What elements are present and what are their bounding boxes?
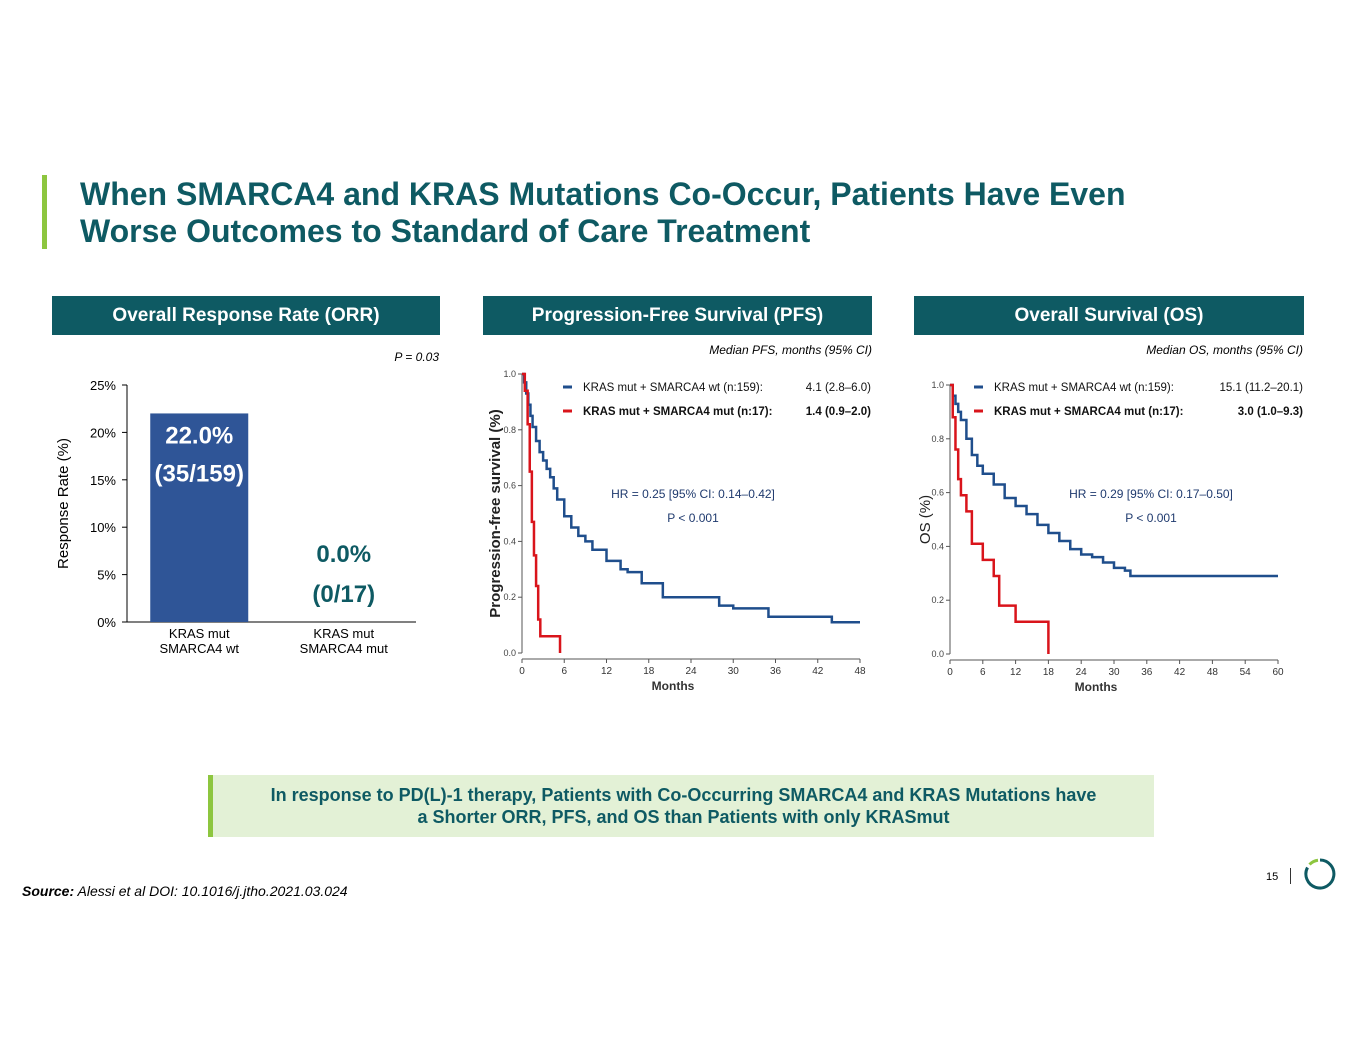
- p-value-annotation: P < 0.001: [1125, 511, 1177, 525]
- os-header: Overall Survival (OS): [914, 296, 1304, 335]
- y-tick-label: 15%: [90, 473, 116, 488]
- y-tick-label: 0.0: [503, 648, 516, 658]
- x-tick-label: 12: [1010, 667, 1022, 678]
- legend-label: KRAS mut + SMARCA4 mut (n:17):: [583, 406, 772, 418]
- x-category-label: SMARCA4 mut: [300, 641, 389, 656]
- page-separator: [1290, 868, 1291, 884]
- y-axis-title: Response Rate (%): [55, 438, 72, 569]
- y-tick-label: 0.6: [503, 481, 516, 491]
- y-tick-label: 25%: [90, 378, 116, 393]
- orr-bar-chart: 0% 5% 10% 15% 20% 25% Response Rate (%) KRAS mu…: [55, 378, 416, 656]
- x-category-label: SMARCA4 wt: [160, 641, 240, 656]
- km-curve-wt: [950, 383, 1278, 578]
- x-tick-label: 60: [1272, 667, 1284, 678]
- bar-count-label: (35/159): [155, 460, 244, 487]
- y-tick-label: 0.0: [931, 649, 944, 659]
- x-tick-label: 48: [1207, 667, 1219, 678]
- x-tick-label: 6: [561, 666, 567, 677]
- y-tick-label: 20%: [90, 425, 116, 440]
- legend-median: 1.4 (0.9–2.0): [806, 406, 871, 418]
- x-tick-label: 18: [643, 666, 655, 677]
- x-tick-label: 12: [601, 666, 613, 677]
- os-km-chart: 0.0 0.2 0.4 0.6 0.8 1.0 0 6 12 18 24 30 36 42 48 54 60 Mo…: [917, 380, 1303, 694]
- km-curve-mut: [950, 383, 1050, 654]
- callout-line-1: In response to PD(L)-1 therapy, Patients…: [270, 785, 1097, 805]
- source-text: Alessi et al DOI: 10.1016/j.jtho.2021.03…: [77, 883, 348, 899]
- title-line-1: When SMARCA4 and KRAS Mutations Co-Occur…: [80, 176, 1126, 212]
- page-title: When SMARCA4 and KRAS Mutations Co-Occur…: [80, 176, 1280, 250]
- pfs-km-chart: 0.0 0.2 0.4 0.6 0.8 1.0 0 6 12 18 24 30 36 42 48 Months…: [487, 369, 871, 693]
- legend-median: 15.1 (11.2–20.1): [1219, 382, 1303, 394]
- title-accent-bar: [42, 175, 47, 249]
- y-tick-label: 1.0: [503, 369, 516, 379]
- orr-header: Overall Response Rate (ORR): [52, 296, 440, 335]
- page-number: 15: [1266, 871, 1279, 883]
- key-finding-callout: In response to PD(L)-1 therapy, Patients…: [208, 775, 1154, 837]
- x-tick-label: 36: [770, 666, 782, 677]
- x-tick-label: 6: [980, 667, 986, 678]
- legend-median: 3.0 (1.0–9.3): [1238, 406, 1303, 418]
- x-axis-title: Months: [652, 679, 695, 693]
- legend-label: KRAS mut + SMARCA4 mut (n:17):: [994, 406, 1183, 418]
- source-label: Source:: [22, 883, 75, 899]
- bar-value-label: 22.0%: [165, 422, 233, 449]
- orr-p-value: P = 0.03: [394, 350, 439, 364]
- x-tick-label: 48: [854, 666, 866, 677]
- x-category-label: KRAS mut: [313, 626, 374, 641]
- x-tick-label: 30: [1108, 667, 1120, 678]
- x-tick-label: 0: [519, 666, 525, 677]
- y-axis-title: OS (%): [917, 495, 934, 544]
- km-curve-wt: [522, 372, 860, 624]
- x-category-label: KRAS mut: [169, 626, 230, 641]
- hr-annotation: HR = 0.25 [95% CI: 0.14–0.42]: [611, 487, 775, 501]
- x-tick-label: 24: [685, 666, 697, 677]
- x-tick-label: 36: [1141, 667, 1153, 678]
- pfs-median-note: Median PFS, months (95% CI): [709, 343, 872, 357]
- x-tick-label: 0: [947, 667, 953, 678]
- y-tick-label: 0.2: [503, 592, 516, 602]
- callout-line-2: a Shorter ORR, PFS, and OS than Patients…: [417, 807, 950, 827]
- x-tick-label: 54: [1240, 667, 1252, 678]
- y-tick-label: 10%: [90, 520, 116, 535]
- x-tick-label: 24: [1076, 667, 1088, 678]
- y-tick-label: 0.4: [931, 541, 944, 551]
- bar: [150, 413, 249, 622]
- y-tick-label: 5%: [97, 568, 116, 583]
- p-value-annotation: P < 0.001: [667, 511, 719, 525]
- y-tick-label: 0.6: [931, 488, 944, 498]
- y-tick-label: 0.4: [503, 536, 516, 546]
- bar-count-label: (0/17): [312, 581, 375, 608]
- legend-median: 4.1 (2.8–6.0): [806, 382, 871, 394]
- os-median-note: Median OS, months (95% CI): [1146, 343, 1303, 357]
- company-logo-icon: [1304, 858, 1336, 890]
- x-tick-label: 30: [728, 666, 740, 677]
- source-citation: Source: Alessi et al DOI: 10.1016/j.jtho…: [22, 883, 348, 899]
- y-tick-label: 0%: [97, 615, 116, 630]
- legend-label: KRAS mut + SMARCA4 wt (n:159):: [583, 382, 763, 394]
- x-tick-label: 42: [1174, 667, 1186, 678]
- y-tick-label: 0.2: [931, 595, 944, 605]
- x-tick-label: 42: [812, 666, 824, 677]
- pfs-header: Progression-Free Survival (PFS): [483, 296, 872, 335]
- y-axis-title: Progression-free survival (%): [487, 409, 504, 617]
- bar-value-label: 0.0%: [316, 541, 371, 568]
- y-tick-label: 0.8: [503, 425, 516, 435]
- x-tick-label: 18: [1043, 667, 1055, 678]
- y-tick-label: 1.0: [931, 380, 944, 390]
- legend-label: KRAS mut + SMARCA4 wt (n:159):: [994, 382, 1174, 394]
- y-tick-label: 0.8: [931, 434, 944, 444]
- x-axis-title: Months: [1075, 680, 1118, 694]
- hr-annotation: HR = 0.29 [95% CI: 0.17–0.50]: [1069, 487, 1233, 501]
- title-line-2: Worse Outcomes to Standard of Care Treat…: [80, 213, 811, 249]
- km-curve-mut: [522, 372, 562, 653]
